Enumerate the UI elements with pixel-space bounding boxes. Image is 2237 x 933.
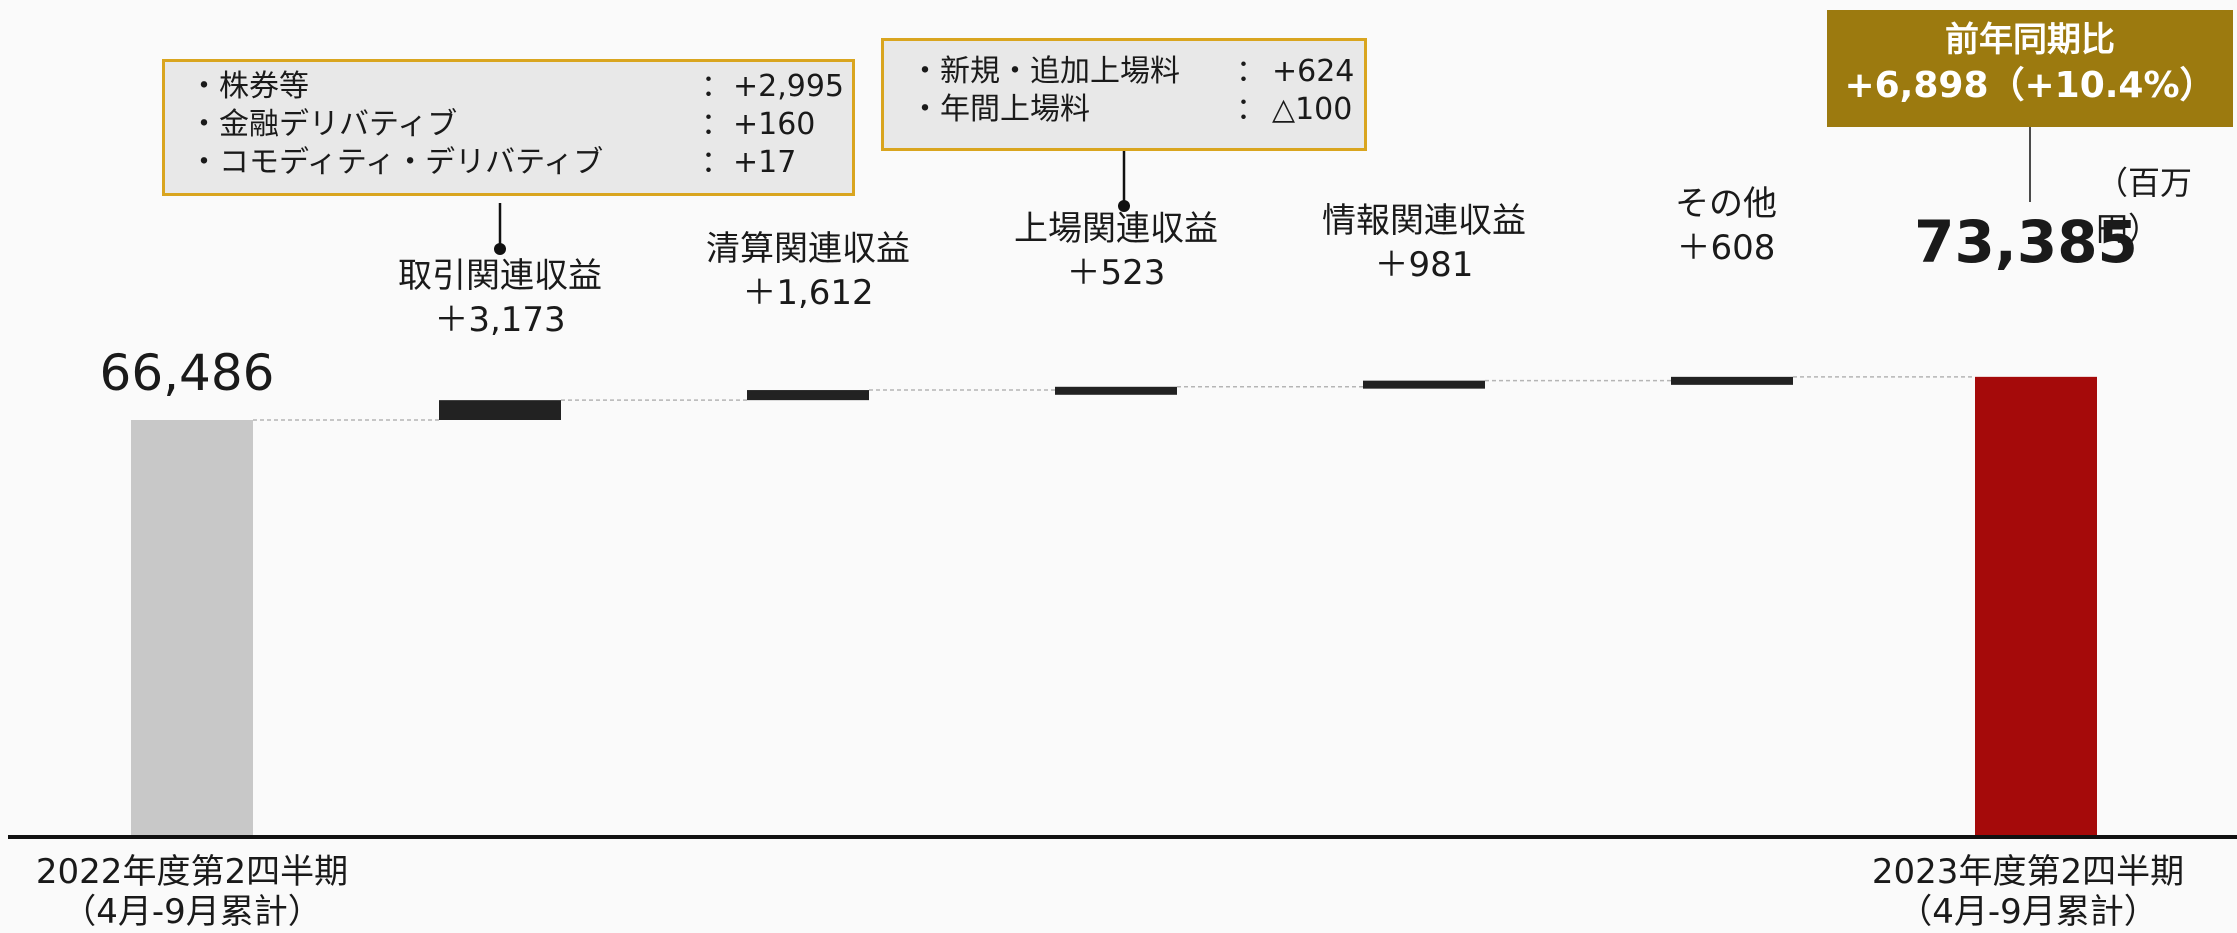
- step-label-trading: 取引関連収益 ＋3,173: [398, 254, 602, 342]
- listing-note-pointer-dot: [1118, 200, 1130, 212]
- step-label-clearing: 清算関連収益 ＋1,612: [706, 227, 910, 315]
- note-value: +160: [733, 107, 816, 142]
- start-bar: [131, 420, 253, 836]
- end-total-label: 73,385: [1914, 208, 2138, 276]
- step-label-listing: 上場関連収益 ＋523: [1014, 207, 1218, 295]
- note-row-annual-listing-fees: ・年間上場料 ： △100: [910, 91, 1364, 129]
- note-row-new-listing-fees: ・新規・追加上場料 ： +624: [910, 53, 1364, 91]
- step-name: 取引関連収益: [398, 256, 602, 296]
- yoy-value: +6,898（+10.4%）: [1844, 65, 2216, 106]
- end-bar: [1975, 376, 2097, 836]
- step-delta: ＋608: [1676, 228, 1776, 268]
- step-name: 清算関連収益: [706, 229, 910, 269]
- step-bar: [747, 390, 869, 401]
- unit-label: （百万円）: [2096, 164, 2193, 248]
- step-bar: [1055, 386, 1177, 395]
- note-value: +17: [733, 145, 797, 180]
- x-label-line: （4月-9月累計）: [62, 892, 322, 932]
- x-label-line: （4月-9月累計）: [1898, 892, 2158, 932]
- note-colon: ：: [701, 69, 731, 104]
- x-label-line: 2022年度第2四半期: [35, 852, 349, 892]
- note-label: ・金融デリバティブ: [189, 107, 458, 142]
- note-value: +624: [1272, 54, 1355, 89]
- listing-breakdown-note: ・新規・追加上場料 ： +624 ・年間上場料 ： △100: [881, 38, 1367, 151]
- note-label: ・株券等: [189, 69, 309, 104]
- yoy-title: 前年同期比: [1945, 20, 2115, 60]
- x-label-line: 2023年度第2四半期: [1871, 852, 2185, 892]
- step-delta: ＋523: [1066, 253, 1166, 293]
- step-delta: ＋1,612: [742, 273, 874, 313]
- step-bar: [1671, 376, 1793, 385]
- start-total-label: 66,486: [99, 344, 275, 402]
- step-name: 情報関連収益: [1322, 201, 1526, 241]
- step-bar: [1363, 380, 1485, 389]
- note-colon: ：: [701, 145, 731, 180]
- trading-breakdown-note: ・株券等 ： +2,995 ・金融デリバティブ ： +160 ・コモディティ・デ…: [162, 59, 855, 196]
- step-name: 上場関連収益: [1014, 209, 1218, 249]
- note-colon: ：: [1236, 54, 1266, 89]
- note-colon: ：: [701, 107, 731, 142]
- note-label: ・コモディティ・デリバティブ: [189, 145, 604, 180]
- step-name: その他: [1675, 184, 1777, 224]
- step-delta: ＋3,173: [434, 300, 566, 340]
- note-value: △100: [1272, 92, 1353, 127]
- note-row-commodity-derivatives: ・コモディティ・デリバティブ ： +17: [189, 144, 852, 182]
- yoy-summary-box: 前年同期比 +6,898（+10.4%）: [1827, 10, 2233, 127]
- step-label-other: その他 ＋608: [1675, 182, 1777, 270]
- x-label-start: 2022年度第2四半期 （4月-9月累計）: [36, 852, 348, 932]
- x-label-end: 2023年度第2四半期 （4月-9月累計）: [1872, 852, 2184, 932]
- step-label-information: 情報関連収益 ＋981: [1322, 199, 1526, 287]
- note-row-financial-derivatives: ・金融デリバティブ ： +160: [189, 106, 852, 144]
- note-row-stocks: ・株券等 ： +2,995: [189, 68, 852, 106]
- note-colon: ：: [1236, 92, 1266, 127]
- trading-note-pointer-dot: [494, 243, 506, 255]
- step-delta: ＋981: [1374, 245, 1474, 285]
- note-value: +2,995: [733, 69, 845, 104]
- step-bar: [439, 400, 561, 420]
- note-label: ・新規・追加上場料: [910, 54, 1180, 89]
- note-label: ・年間上場料: [910, 92, 1090, 127]
